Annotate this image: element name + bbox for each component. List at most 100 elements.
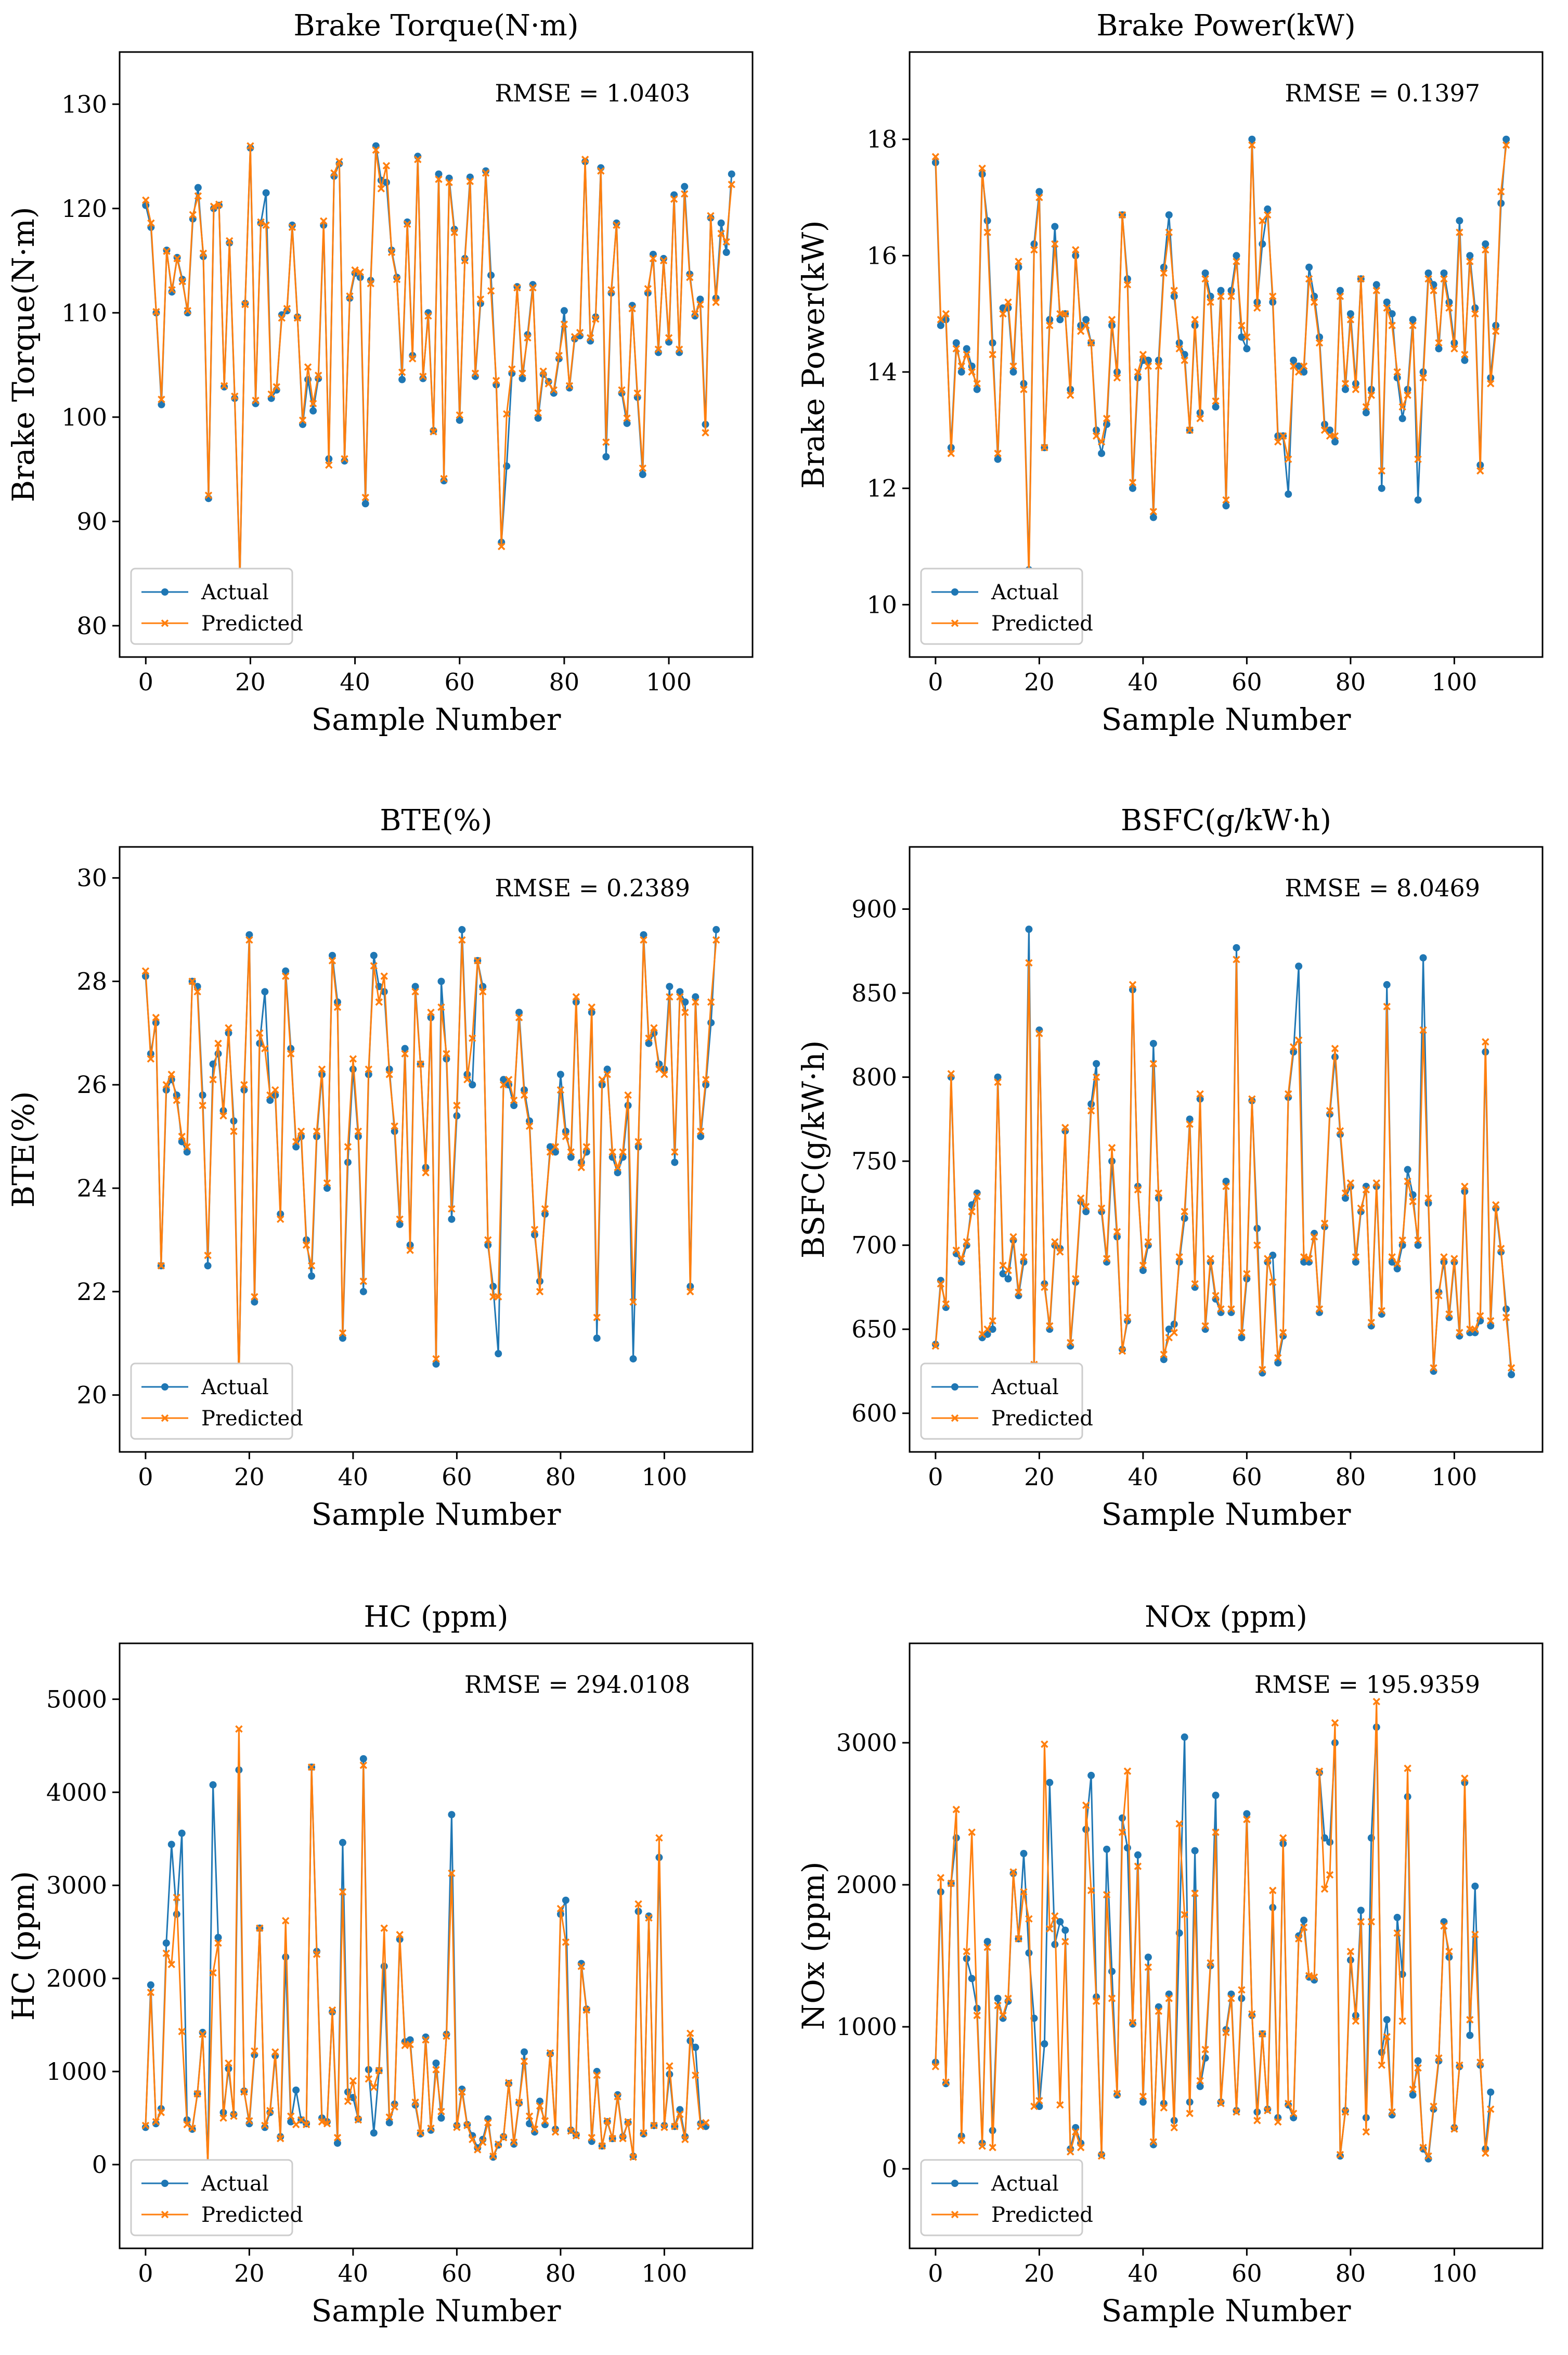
data-point — [356, 268, 364, 276]
data-point — [931, 2063, 940, 2070]
data-point — [158, 395, 165, 403]
data-point — [225, 1024, 232, 1032]
data-point — [983, 1938, 991, 1946]
data-point — [1294, 1036, 1303, 1044]
data-point — [1238, 333, 1246, 341]
data-point — [645, 1034, 653, 1043]
y-tick-label: 3000 — [46, 1871, 107, 1899]
data-point — [1315, 339, 1324, 347]
data-point — [650, 1024, 658, 1032]
x-tick-label: 60 — [1232, 668, 1262, 696]
y-tick-label: 2000 — [836, 1871, 897, 1899]
data-point — [1372, 1179, 1381, 1187]
data-point — [437, 2114, 445, 2122]
data-point — [1113, 2091, 1121, 2099]
data-point — [1243, 345, 1251, 353]
data-point — [1144, 1953, 1152, 1961]
data-point — [1383, 2016, 1391, 2024]
data-point — [1222, 496, 1230, 504]
data-point — [194, 184, 202, 191]
data-point — [1046, 1779, 1054, 1786]
data-point — [266, 2106, 274, 2115]
data-point — [536, 2102, 544, 2110]
data-point — [1035, 1029, 1043, 1037]
data-point — [199, 249, 208, 258]
data-point — [1487, 380, 1495, 388]
data-point — [649, 254, 657, 263]
data-point — [1087, 1886, 1095, 1895]
data-point — [287, 1050, 295, 1058]
data-point — [1393, 1913, 1401, 1921]
data-point — [1476, 2058, 1484, 2066]
data-point — [515, 1009, 523, 1016]
data-point — [624, 2118, 632, 2126]
data-point — [515, 1013, 523, 1022]
data-point — [1346, 1179, 1355, 1187]
data-point — [1461, 1182, 1469, 1190]
legend-actual-marker — [161, 2180, 169, 2187]
data-point — [639, 464, 647, 472]
data-point — [1233, 258, 1240, 265]
data-point — [1264, 205, 1272, 213]
legend-predicted-label: Predicted — [201, 2203, 303, 2227]
data-point — [245, 936, 253, 944]
data-point — [1113, 2090, 1121, 2097]
data-point — [1300, 1258, 1308, 1266]
data-point — [613, 219, 620, 227]
data-point — [287, 2112, 295, 2120]
data-point — [427, 2126, 435, 2134]
data-point — [361, 493, 369, 501]
data-point — [1207, 1255, 1214, 1263]
data-point — [1186, 426, 1194, 434]
data-point — [1331, 438, 1339, 446]
data-point — [1305, 1972, 1313, 1980]
data-point — [1108, 1144, 1116, 1152]
data-point — [1020, 1850, 1028, 1858]
data-point — [1326, 426, 1334, 434]
data-point — [1326, 1838, 1334, 1846]
data-point — [681, 190, 689, 198]
data-point — [1067, 1339, 1074, 1347]
data-point — [1404, 1177, 1411, 1186]
data-point — [1217, 1305, 1225, 1313]
data-point — [1482, 2149, 1489, 2157]
data-point — [1118, 211, 1126, 219]
data-point — [994, 1994, 1002, 2002]
data-point — [419, 372, 427, 380]
data-point — [435, 175, 443, 183]
data-point — [671, 2122, 679, 2130]
data-point — [1165, 1994, 1173, 2002]
data-point — [162, 1081, 171, 1089]
data-point — [529, 284, 537, 292]
data-point — [1170, 2124, 1178, 2132]
data-point — [1388, 2108, 1396, 2116]
data-point — [681, 998, 689, 1006]
chart-panel-4: BSFC(g/kW·h) 0 20 40 60 80 100 600 650 700 750 800 8… — [796, 804, 1544, 1532]
legend-box — [130, 568, 293, 645]
data-point — [183, 1143, 191, 1151]
data-point — [1336, 1127, 1344, 1135]
data-point — [1041, 444, 1048, 452]
data-point — [178, 1133, 186, 1140]
data-point — [1487, 2088, 1495, 2096]
data-point — [1217, 287, 1225, 294]
data-point — [952, 1806, 961, 1813]
data-point — [1404, 1166, 1411, 1174]
series-predicted — [931, 956, 1515, 1373]
data-point — [278, 314, 286, 322]
legend-predicted-label: Predicted — [991, 1407, 1093, 1431]
data-point — [593, 1334, 601, 1342]
data-point — [520, 2057, 528, 2065]
data-point — [1259, 2030, 1266, 2038]
chart-title: BTE(%) — [380, 804, 492, 838]
data-point — [1134, 1851, 1142, 1859]
data-point — [273, 383, 280, 391]
data-point — [313, 1950, 321, 1958]
data-point — [1450, 345, 1458, 353]
data-point — [1450, 2125, 1458, 2133]
data-point — [403, 220, 411, 228]
data-point — [1046, 1925, 1054, 1933]
data-point — [435, 170, 443, 178]
data-point — [267, 390, 275, 398]
data-point — [666, 2062, 673, 2070]
